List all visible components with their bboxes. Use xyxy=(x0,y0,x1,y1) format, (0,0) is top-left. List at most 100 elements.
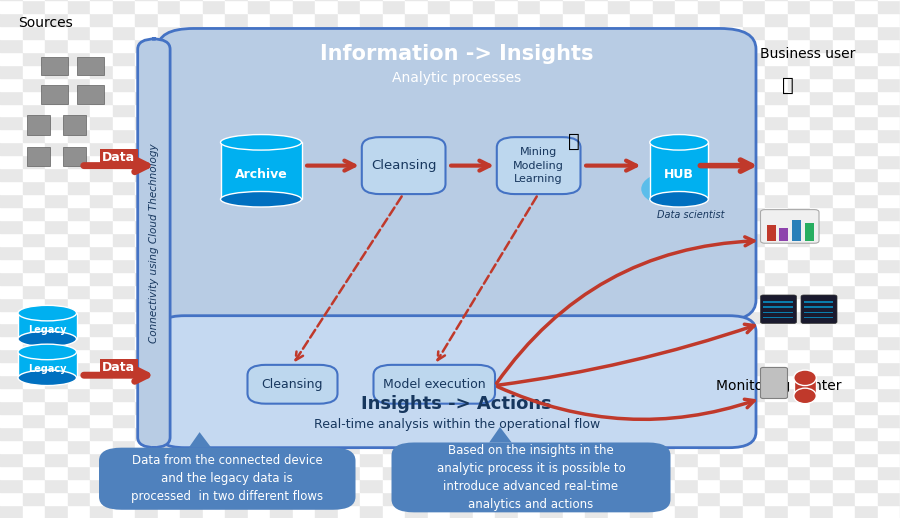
Bar xyxy=(742,427,765,440)
Bar xyxy=(22,310,45,323)
Bar xyxy=(0,116,22,129)
Bar xyxy=(540,168,562,181)
Bar xyxy=(698,52,720,64)
Bar xyxy=(270,116,292,129)
Bar xyxy=(450,181,472,194)
Bar xyxy=(360,116,382,129)
Bar xyxy=(45,466,68,479)
Bar xyxy=(202,504,225,517)
Bar xyxy=(45,64,68,77)
Bar xyxy=(360,362,382,375)
Bar xyxy=(338,414,360,427)
Bar xyxy=(202,77,225,90)
Bar xyxy=(562,310,585,323)
Bar xyxy=(518,194,540,207)
Bar xyxy=(202,52,225,64)
Bar xyxy=(562,142,585,155)
Bar xyxy=(315,259,338,272)
Bar xyxy=(382,362,405,375)
Bar xyxy=(855,0,878,13)
Bar xyxy=(360,39,382,52)
Bar xyxy=(112,52,135,64)
Bar xyxy=(832,323,855,336)
Bar xyxy=(248,220,270,233)
Bar xyxy=(22,220,45,233)
Bar xyxy=(720,246,742,259)
Bar xyxy=(675,194,698,207)
Bar xyxy=(698,336,720,349)
Bar xyxy=(765,39,788,52)
Bar xyxy=(675,26,698,39)
Bar xyxy=(90,155,112,168)
Bar xyxy=(68,207,90,220)
Bar xyxy=(0,194,22,207)
Bar xyxy=(0,297,22,310)
Bar xyxy=(248,466,270,479)
Bar xyxy=(788,349,810,362)
Bar xyxy=(0,168,22,181)
Bar xyxy=(45,259,68,272)
Bar xyxy=(495,284,518,297)
Bar xyxy=(360,129,382,142)
Bar xyxy=(855,168,878,181)
Bar xyxy=(810,0,832,13)
Bar xyxy=(90,194,112,207)
Bar xyxy=(675,233,698,246)
Bar xyxy=(158,453,180,466)
Bar xyxy=(720,142,742,155)
Bar xyxy=(135,181,158,194)
Bar xyxy=(742,297,765,310)
Bar xyxy=(428,310,450,323)
Bar xyxy=(158,77,180,90)
Bar xyxy=(202,401,225,414)
Bar xyxy=(652,272,675,284)
Bar xyxy=(855,297,878,310)
Bar xyxy=(68,168,90,181)
Bar xyxy=(338,259,360,272)
Bar xyxy=(315,129,338,142)
Bar xyxy=(450,13,472,26)
Bar xyxy=(832,491,855,504)
Bar xyxy=(450,103,472,116)
Bar xyxy=(225,427,248,440)
Bar xyxy=(292,168,315,181)
Bar xyxy=(765,77,788,90)
Bar xyxy=(765,362,788,375)
Bar xyxy=(382,77,405,90)
Bar xyxy=(112,168,135,181)
Bar xyxy=(68,116,90,129)
Bar xyxy=(315,64,338,77)
Bar xyxy=(112,414,135,427)
Bar xyxy=(0,39,22,52)
Bar xyxy=(0,77,22,90)
Bar xyxy=(540,297,562,310)
Bar xyxy=(405,297,428,310)
Bar xyxy=(0,362,22,375)
Bar xyxy=(832,297,855,310)
Bar xyxy=(225,207,248,220)
Bar xyxy=(562,414,585,427)
Bar xyxy=(45,401,68,414)
Bar xyxy=(855,181,878,194)
Bar xyxy=(765,0,788,13)
Bar xyxy=(585,77,608,90)
Bar xyxy=(810,349,832,362)
Bar xyxy=(90,284,112,297)
Bar xyxy=(518,90,540,103)
Bar xyxy=(450,466,472,479)
Bar xyxy=(495,427,518,440)
Bar xyxy=(68,453,90,466)
Bar xyxy=(292,388,315,401)
Bar xyxy=(382,466,405,479)
Bar xyxy=(652,336,675,349)
Bar xyxy=(495,323,518,336)
Bar xyxy=(675,336,698,349)
Bar xyxy=(248,155,270,168)
Bar xyxy=(382,207,405,220)
Bar xyxy=(585,181,608,194)
Bar xyxy=(248,142,270,155)
Bar xyxy=(878,401,900,414)
Bar xyxy=(112,13,135,26)
Bar xyxy=(338,453,360,466)
Bar xyxy=(248,168,270,181)
